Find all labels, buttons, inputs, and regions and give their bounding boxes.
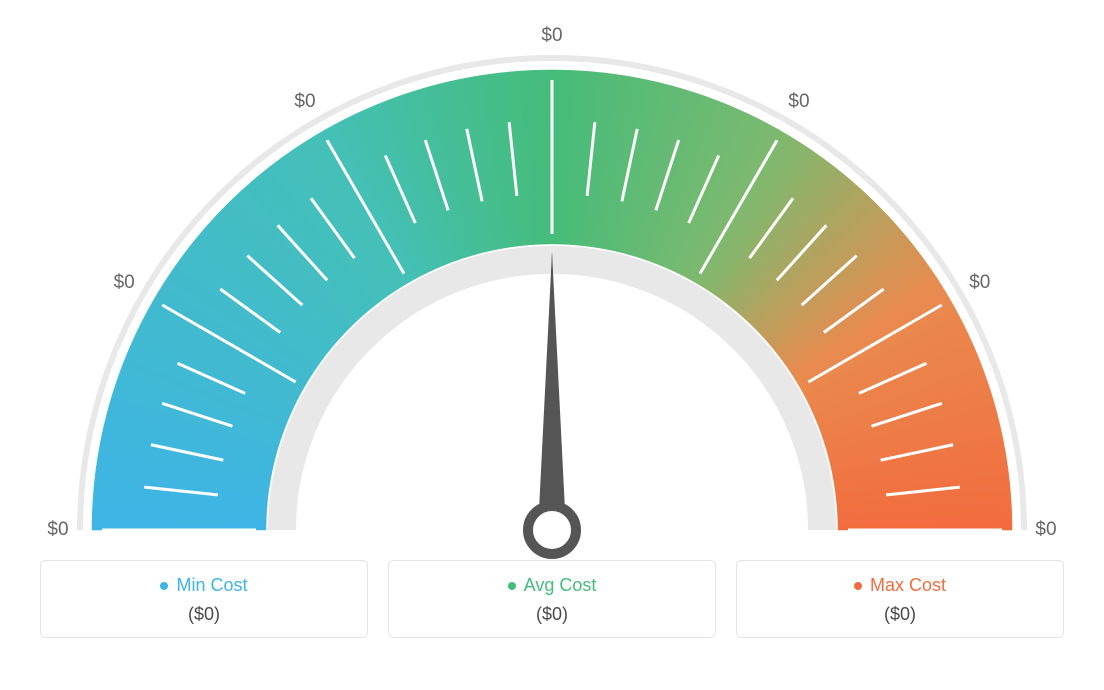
legend-title-avg: Avg Cost bbox=[508, 575, 597, 596]
legend-dot-min bbox=[160, 582, 168, 590]
legend-card-avg: Avg Cost ($0) bbox=[388, 560, 716, 638]
tick-label: $0 bbox=[294, 91, 315, 112]
tick-label: $0 bbox=[969, 272, 990, 293]
legend-value-max: ($0) bbox=[737, 604, 1063, 625]
legend-title-min: Min Cost bbox=[160, 575, 247, 596]
tick-label: $0 bbox=[47, 519, 68, 540]
gauge-cost-widget: $0 $0 $0 $0 $0 $0 $0 Min Cost ($0) Avg Cost ($… bbox=[0, 0, 1104, 690]
legend-card-min: Min Cost ($0) bbox=[40, 560, 368, 638]
tick-label: $0 bbox=[788, 91, 809, 112]
legend-dot-max bbox=[854, 582, 862, 590]
tick-label: $0 bbox=[541, 25, 562, 46]
legend-dot-avg bbox=[508, 582, 516, 590]
legend-label-avg: Avg Cost bbox=[524, 575, 597, 596]
legend-card-max: Max Cost ($0) bbox=[736, 560, 1064, 638]
legend-row: Min Cost ($0) Avg Cost ($0) Max Cost ($0… bbox=[0, 560, 1104, 638]
legend-value-avg: ($0) bbox=[389, 604, 715, 625]
needle-hub bbox=[528, 506, 576, 554]
legend-value-min: ($0) bbox=[41, 604, 367, 625]
tick-label: $0 bbox=[1035, 519, 1056, 540]
legend-title-max: Max Cost bbox=[854, 575, 946, 596]
legend-label-max: Max Cost bbox=[870, 575, 946, 596]
legend-label-min: Min Cost bbox=[176, 575, 247, 596]
gauge-chart: $0 $0 $0 $0 $0 $0 $0 bbox=[0, 0, 1104, 560]
tick-label: $0 bbox=[114, 272, 135, 293]
